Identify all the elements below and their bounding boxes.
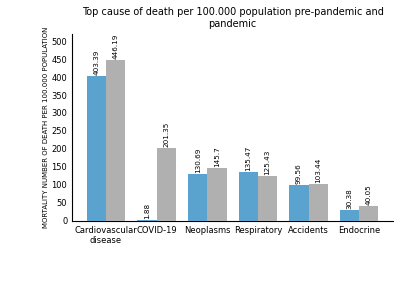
Text: 99.56: 99.56 [296,163,302,184]
Text: 135.47: 135.47 [245,146,251,171]
Bar [308,184,328,221]
Bar [340,210,359,221]
Text: 130.69: 130.69 [194,147,200,173]
Bar [258,176,277,221]
Text: 446.19: 446.19 [113,34,119,59]
Bar [138,220,157,221]
Bar [106,61,125,221]
Bar [188,174,207,221]
Bar [289,185,308,221]
Text: 145.7: 145.7 [214,147,220,167]
Text: 103.44: 103.44 [315,157,321,183]
Text: 403.39: 403.39 [93,50,99,75]
Bar [207,168,227,221]
Bar [87,76,106,221]
Text: 40.05: 40.05 [366,185,372,205]
Text: 201.35: 201.35 [163,122,169,147]
Title: Top cause of death per 100.000 population pre-pandemic and
pandemic: Top cause of death per 100.000 populatio… [82,7,383,29]
Bar [157,148,176,221]
Text: 125.43: 125.43 [265,149,271,175]
Bar [239,172,258,221]
Bar [359,206,379,221]
Y-axis label: MORTALITY NUMBER OF DEATH PER 100.000 POPULATION: MORTALITY NUMBER OF DEATH PER 100.000 PO… [43,27,49,228]
Text: 30.38: 30.38 [346,188,352,209]
Text: 1.88: 1.88 [144,203,150,219]
